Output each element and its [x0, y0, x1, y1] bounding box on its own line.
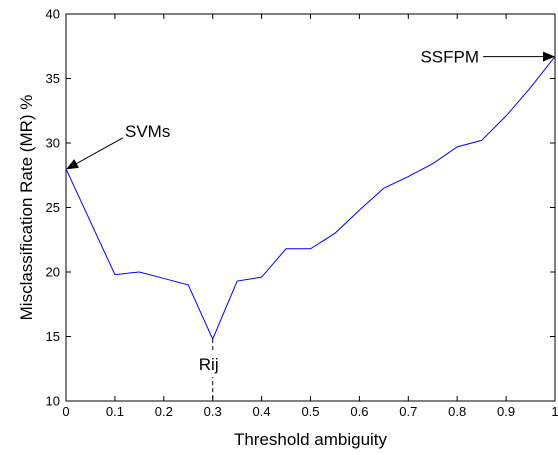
x-tick-label: 0.6 [350, 404, 368, 419]
y-axis-title: Misclassification Rate (MR) % [17, 95, 36, 321]
plot-area [65, 13, 556, 402]
x-tick-label: 0.3 [204, 404, 222, 419]
x-tick-label: 0.1 [106, 404, 124, 419]
x-tick-label: 0.8 [448, 404, 466, 419]
y-tick-label: 25 [46, 200, 60, 215]
x-tick-label: 0.2 [155, 404, 173, 419]
series-line [65, 56, 556, 341]
annotations: SVMs SSFPM Rij [66, 48, 555, 401]
rij-label: Rij [199, 355, 219, 374]
y-tick-label: 40 [46, 7, 60, 22]
x-axis-title: Threshold ambiguity [234, 430, 388, 449]
x-tick-label: 0.7 [399, 404, 417, 419]
y-tick-label: 35 [46, 71, 60, 86]
svms-label: SVMs [125, 122, 170, 141]
y-tick-label: 15 [46, 329, 60, 344]
x-tick-label: 0.4 [253, 404, 271, 419]
axis-ticks: 0 0.1 0.2 0.3 0.4 0.5 0.6 0.7 0.8 0.9 1 10 15 20 25 30 3… [46, 7, 558, 420]
y-tick-label: 30 [46, 136, 60, 151]
ssfpm-label: SSFPM [420, 48, 479, 67]
x-tick-label: 1 [551, 404, 558, 419]
rij-label-background [188, 353, 225, 378]
x-tick-label: 0 [62, 404, 69, 419]
svms-arrow [66, 137, 124, 170]
x-tick-label: 0.5 [301, 404, 319, 419]
y-tick-label: 20 [46, 265, 60, 280]
y-tick-label: 10 [46, 394, 60, 409]
series-layer [65, 56, 556, 341]
x-tick-label: 0.9 [497, 404, 515, 419]
